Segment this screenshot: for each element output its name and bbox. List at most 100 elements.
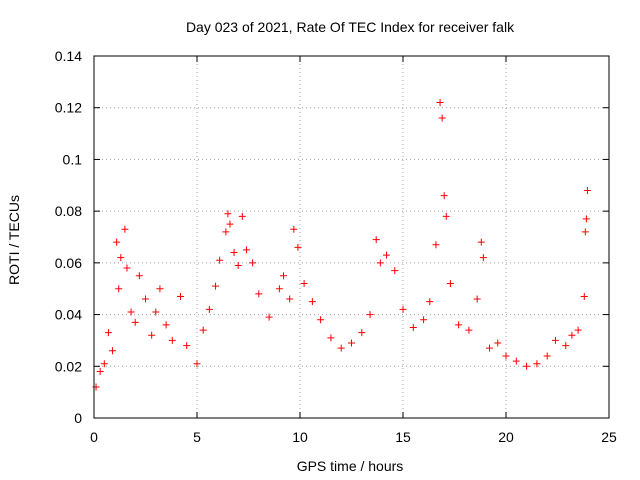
grid-lines: [94, 56, 609, 418]
data-point: [465, 326, 473, 334]
data-point: [255, 290, 263, 298]
data-point: [280, 272, 288, 280]
data-point: [436, 99, 444, 107]
data-point: [123, 264, 131, 272]
data-point: [199, 326, 207, 334]
y-tick-label: 0.1: [63, 151, 83, 167]
data-point: [96, 367, 104, 375]
x-tick-label: 10: [292, 429, 308, 445]
data-point: [242, 246, 250, 254]
data-point: [193, 360, 201, 368]
y-tick-label: 0.04: [55, 307, 82, 323]
data-point: [502, 352, 510, 360]
data-point: [420, 316, 428, 324]
data-point: [162, 321, 170, 329]
data-point: [366, 311, 374, 319]
data-points: [92, 99, 591, 391]
data-point: [205, 305, 213, 313]
y-tick-label: 0.06: [55, 255, 82, 271]
y-axis-label: ROTI / TECUs: [6, 195, 22, 285]
data-point: [222, 228, 230, 236]
x-tick-label: 5: [193, 429, 201, 445]
data-point: [265, 313, 273, 321]
data-point: [455, 321, 463, 329]
data-point: [230, 249, 238, 257]
data-point: [583, 186, 591, 194]
data-point: [551, 336, 559, 344]
data-point: [337, 344, 345, 352]
data-point: [168, 336, 176, 344]
data-point: [286, 295, 294, 303]
data-point: [317, 316, 325, 324]
data-point: [399, 305, 407, 313]
data-point: [131, 318, 139, 326]
data-point: [290, 225, 298, 233]
data-point: [294, 243, 302, 251]
data-point: [432, 241, 440, 249]
data-point: [308, 298, 316, 306]
x-tick-label: 0: [90, 429, 98, 445]
data-point: [238, 212, 246, 220]
y-tick-label: 0: [74, 410, 82, 426]
data-point: [113, 238, 121, 246]
data-point: [568, 331, 576, 339]
data-point: [300, 280, 308, 288]
data-point: [104, 329, 112, 337]
data-point: [327, 334, 335, 342]
plot-frame: [93, 55, 610, 419]
data-point: [440, 192, 448, 200]
data-point: [115, 285, 123, 293]
data-point: [543, 352, 551, 360]
data-point: [135, 272, 143, 280]
x-axis-label: GPS time / hours: [297, 458, 404, 474]
data-point: [494, 339, 502, 347]
data-point: [226, 220, 234, 228]
data-point: [574, 326, 582, 334]
data-point: [473, 295, 481, 303]
data-point: [234, 261, 242, 269]
axis-ticks: 0 5 10 15 20 25 0 0.02 0.04 0.06 0.08 0.1 0.12 0.14: [55, 48, 617, 445]
data-point: [121, 225, 129, 233]
data-point: [275, 285, 283, 293]
data-point: [391, 267, 399, 275]
data-point: [117, 254, 125, 262]
x-tick-label: 25: [601, 429, 617, 445]
y-tick-label: 0.08: [55, 203, 82, 219]
data-point: [109, 347, 117, 355]
data-point: [216, 256, 224, 264]
data-point: [142, 295, 149, 303]
data-point: [183, 342, 191, 350]
data-point: [486, 344, 494, 352]
y-tick-label: 0.12: [55, 100, 82, 116]
data-point: [358, 329, 366, 337]
data-point: [438, 114, 446, 122]
data-point: [446, 280, 454, 288]
data-point: [100, 360, 108, 368]
data-point: [348, 339, 355, 347]
data-point: [562, 342, 570, 350]
data-point: [512, 357, 520, 365]
data-point: [477, 238, 485, 246]
data-point: [580, 292, 588, 300]
data-point: [479, 254, 487, 262]
data-point: [372, 236, 380, 244]
data-point: [127, 308, 135, 316]
data-point: [426, 298, 434, 306]
x-tick-label: 20: [498, 429, 514, 445]
data-point: [581, 228, 589, 236]
data-point: [156, 285, 164, 293]
data-point: [533, 360, 541, 368]
data-point: [212, 282, 220, 290]
x-tick-label: 15: [395, 429, 411, 445]
data-point: [177, 292, 185, 300]
data-point: [582, 215, 590, 223]
data-point: [249, 259, 257, 267]
data-point: [224, 210, 232, 218]
data-point: [376, 259, 384, 267]
data-point: [152, 308, 160, 316]
data-point: [442, 212, 450, 220]
y-tick-label: 0.02: [55, 358, 82, 374]
data-point: [409, 324, 417, 331]
data-point: [523, 362, 531, 370]
